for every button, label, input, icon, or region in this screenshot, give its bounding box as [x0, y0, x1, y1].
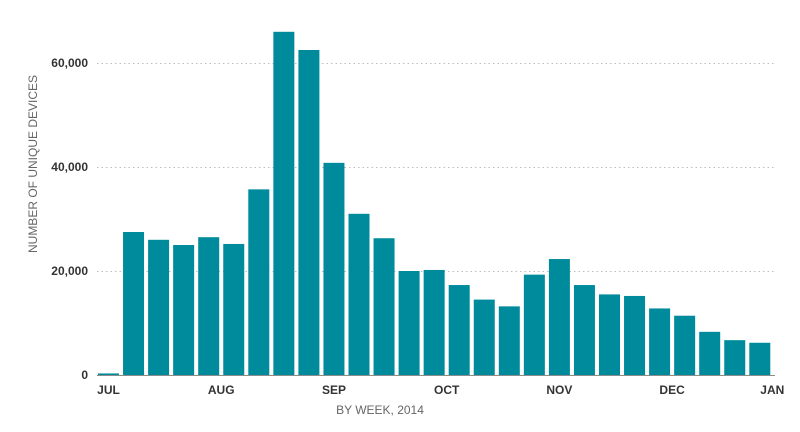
bar-16	[473, 299, 495, 375]
bar-13	[398, 271, 420, 375]
bar-17	[498, 306, 520, 375]
bar-15	[448, 285, 470, 375]
y-axis-title: NUMBER OF UNIQUE DEVICES	[26, 75, 40, 253]
y-axis-ticks: 0 20,000 40,000 60,000	[51, 56, 88, 382]
bar-1	[98, 373, 119, 375]
bar-9	[298, 50, 320, 375]
y-tick-label-0: 0	[81, 368, 88, 382]
bar-5	[198, 237, 220, 375]
bar-22	[624, 295, 646, 375]
bar-7	[248, 189, 270, 375]
bars	[98, 31, 771, 376]
bar-3	[148, 239, 170, 375]
x-tick-label-aug: AUG	[208, 383, 235, 397]
bar-27	[749, 342, 771, 375]
bar-19	[548, 259, 570, 375]
x-tick-label-nov: NOV	[546, 383, 572, 397]
bar-21	[599, 294, 620, 375]
bar-4	[173, 245, 195, 375]
x-tick-label-sep: SEP	[322, 383, 346, 397]
y-tick-label-3: 60,000	[51, 56, 88, 70]
bar-2	[123, 232, 145, 375]
bar-8	[273, 31, 295, 376]
x-tick-label-dec: DEC	[659, 383, 685, 397]
bar-25	[699, 331, 721, 375]
bar-26	[724, 340, 746, 375]
bar-18	[523, 274, 545, 375]
x-axis-ticks: JUL AUG SEP OCT NOV DEC JAN	[97, 383, 784, 397]
bar-11	[348, 213, 370, 375]
bar-12	[373, 238, 395, 375]
bar-14	[423, 269, 445, 375]
x-tick-label-oct: OCT	[434, 383, 460, 397]
bar-10	[323, 162, 345, 375]
x-tick-label-jan: JAN	[760, 383, 784, 397]
x-tick-label-jul: JUL	[97, 383, 120, 397]
x-axis-title: BY WEEK, 2014	[336, 403, 424, 417]
y-tick-label-2: 40,000	[51, 160, 88, 174]
bar-24	[674, 315, 696, 375]
bar-23	[649, 308, 671, 375]
bar-20	[573, 285, 595, 375]
bar-6	[223, 243, 245, 375]
y-tick-label-1: 20,000	[51, 264, 88, 278]
